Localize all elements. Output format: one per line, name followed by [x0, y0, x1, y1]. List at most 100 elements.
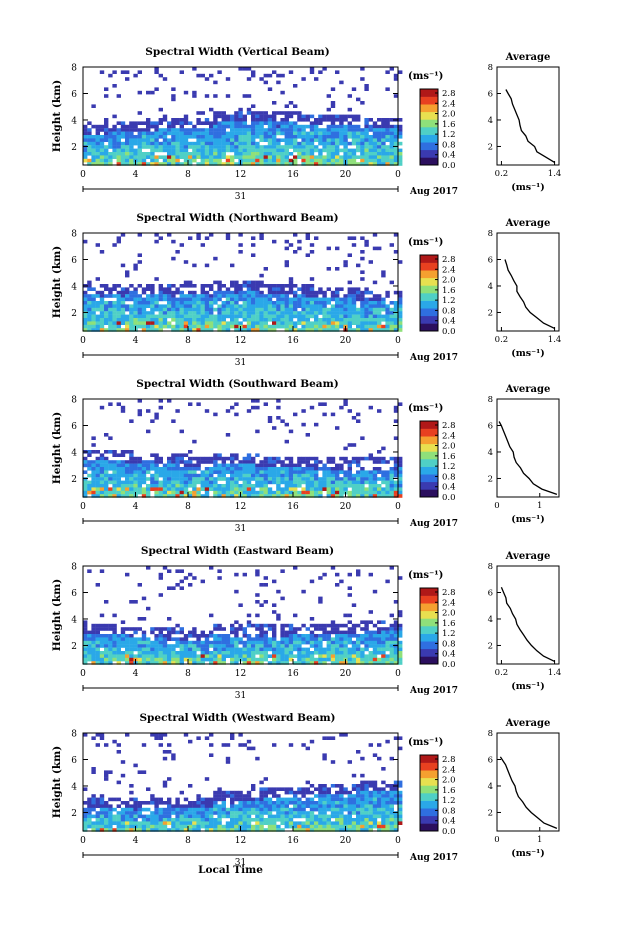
- heatmap-cell: [389, 135, 394, 139]
- heatmap-cell: [154, 460, 159, 464]
- heatmap-cell: [318, 158, 323, 163]
- heatmap-cell: [141, 318, 147, 322]
- heatmap-cell: [125, 318, 130, 322]
- heatmap-cell: [309, 579, 315, 584]
- heatmap-cell: [167, 145, 172, 149]
- heatmap-cell: [209, 651, 214, 655]
- heatmap-cell: [83, 294, 88, 298]
- heatmap-cell: [242, 141, 247, 146]
- heatmap-cell: [251, 162, 256, 166]
- heatmap-cell: [364, 135, 369, 139]
- heatmap-cell: [141, 807, 147, 812]
- heatmap-cell: [183, 821, 189, 825]
- heatmap-cell: [284, 640, 289, 645]
- heatmap-cell: [356, 287, 361, 291]
- heatmap-cell: [322, 304, 327, 308]
- heatmap-cell: [87, 304, 92, 308]
- heatmap-cell: [200, 155, 205, 159]
- heatmap-cell: [196, 301, 201, 305]
- heatmap-cell: [385, 644, 390, 648]
- heatmap-cell: [162, 807, 168, 812]
- heatmap-cell: [158, 654, 163, 658]
- heatmap-cell: [120, 470, 126, 474]
- heatmap-cell: [301, 494, 306, 498]
- heatmap-cell: [167, 287, 172, 291]
- heatmap-cell: [116, 301, 121, 305]
- heatmap-cell: [385, 87, 390, 91]
- heatmap-cell: [368, 453, 373, 457]
- heatmap-cell: [141, 657, 147, 662]
- heatmap-cell: [238, 114, 243, 119]
- heatmap-cell: [272, 623, 277, 628]
- heatmap-cell: [360, 328, 365, 332]
- heatmap-cell: [255, 131, 260, 136]
- heatmap-cell: [255, 613, 260, 618]
- heatmap-cell: [225, 311, 231, 315]
- heatmap-cell: [377, 490, 382, 495]
- heatmap-cell: [91, 640, 96, 645]
- heatmap-cell: [99, 284, 105, 288]
- heatmap-cell: [343, 260, 348, 264]
- heatmap-cell: [297, 111, 302, 115]
- heatmap-cell: [347, 620, 352, 624]
- heatmap-cell: [364, 162, 369, 166]
- heatmap-cell: [112, 654, 117, 658]
- heatmap-cell: [318, 402, 323, 406]
- heatmap-cell: [255, 490, 260, 495]
- heatmap-cell: [129, 818, 134, 822]
- heatmap-cell: [322, 467, 327, 471]
- heatmap-cell: [314, 484, 319, 488]
- heatmap-cell: [238, 233, 243, 237]
- heatmap-cell: [91, 135, 96, 139]
- heatmap-cell: [95, 243, 100, 247]
- colorbar-unit: (ms⁻¹): [408, 403, 443, 414]
- heatmap-cell: [343, 623, 348, 628]
- heatmap-cell: [129, 651, 134, 655]
- heatmap-cell: [259, 152, 264, 156]
- heatmap-cell: [364, 804, 369, 808]
- heatmap-cell: [175, 661, 180, 665]
- heatmap-cell: [360, 784, 365, 788]
- heatmap-cell: [351, 811, 357, 815]
- heatmap-cell: [213, 804, 218, 808]
- heatmap-cell: [104, 94, 109, 98]
- heatmap-cell: [284, 128, 289, 132]
- heatmap-cell: [120, 630, 126, 635]
- heatmap-cell: [221, 304, 226, 308]
- heatmap-cell: [141, 647, 147, 652]
- heatmap-cell: [108, 473, 113, 478]
- heatmap-cell: [309, 467, 315, 471]
- heatmap-cell: [272, 324, 277, 329]
- heatmap-cell: [112, 318, 117, 322]
- heatmap-cell: [305, 821, 310, 825]
- heatmap-cell: [213, 657, 218, 662]
- heatmap-cell: [360, 484, 365, 488]
- heatmap-cell: [133, 304, 138, 308]
- heatmap-cell: [171, 756, 176, 761]
- heatmap-cell: [280, 124, 285, 129]
- heatmap-cell: [284, 657, 289, 662]
- heatmap-cell: [288, 487, 294, 491]
- heatmap-cell: [356, 640, 361, 645]
- heatmap-cell: [95, 484, 100, 488]
- heatmap-cell: [393, 138, 399, 142]
- heatmap-cell: [263, 73, 268, 78]
- heatmap-cell: [360, 158, 365, 163]
- heatmap-cell: [398, 128, 403, 132]
- heatmap-cell: [217, 627, 222, 631]
- heatmap-cell: [242, 487, 247, 491]
- average-y-tick-label: 4: [488, 448, 493, 458]
- heatmap-cell: [339, 141, 344, 146]
- colorbar-swatch: [420, 656, 438, 665]
- heatmap-cell: [230, 324, 235, 329]
- heatmap-cell: [200, 814, 205, 819]
- heatmap-cell: [393, 661, 399, 665]
- heatmap-cell: [272, 477, 277, 481]
- heatmap-cell: [393, 301, 399, 305]
- heatmap-cell: [314, 311, 319, 315]
- heatmap-cell: [322, 790, 327, 795]
- heatmap-cell: [393, 651, 399, 655]
- heatmap-cell: [108, 328, 113, 332]
- heatmap-cell: [150, 141, 155, 146]
